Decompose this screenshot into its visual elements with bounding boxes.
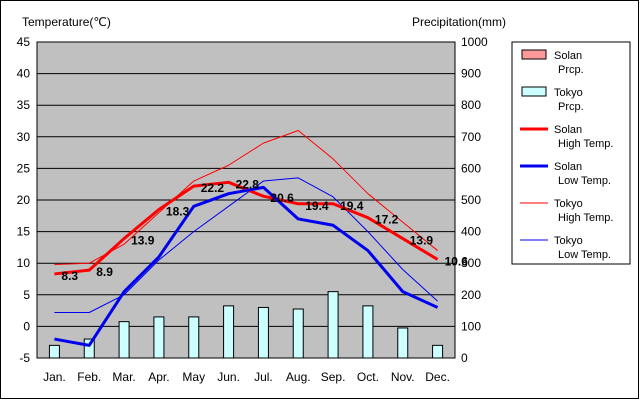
x-tick-label: Oct. [357,370,379,384]
data-label: 20.6 [270,191,294,205]
legend-label: Tokyo [554,235,583,247]
legend-label: Tokyo [554,198,583,210]
y-left-tick-label: 45 [17,35,31,49]
solan-low-temp-line [54,185,439,347]
data-label: 17.2 [375,213,399,227]
precip-bar [362,305,374,359]
legend-label: Low Temp. [558,175,611,187]
y-right-tick-label: 900 [461,67,481,81]
precip-bar [397,327,409,359]
precip-bar [257,306,269,359]
x-tick-label: Jan. [43,370,66,384]
x-tick-label: Dec. [425,370,450,384]
legend-label: Prcp. [558,101,584,113]
legend-item: Tokyo Prcp. [521,86,584,113]
x-tick-label: Mar. [112,370,135,384]
x-tick-label: May [182,370,205,384]
y-left-tick-label: 30 [17,130,31,144]
x-tick-label: Sep. [321,370,346,384]
y-right-tick-label: 200 [461,288,481,302]
data-label: 13.9 [131,234,155,248]
legend-label: High Temp. [558,138,613,150]
grid-lines [37,73,455,327]
x-tick-label: Jun. [217,370,240,384]
precip-bar [153,316,165,359]
y-left-tick-label: 0 [23,319,30,333]
legend-label: Prcp. [558,64,584,76]
y-right-tick-label: 300 [461,256,481,270]
x-tick-label: Feb. [77,370,101,384]
legend-item: Solan Prcp. [521,49,584,76]
legend-label: Low Temp. [558,249,611,261]
legend-item: Solan High Temp. [520,124,613,150]
data-label: 19.4 [340,199,364,213]
legend-label: Tokyo [554,87,583,99]
precip-bar [432,344,444,359]
legend-swatch [521,49,547,60]
data-label: 10.6 [445,254,469,268]
y-right-tick-label: 600 [461,161,481,175]
precip-bar [48,344,60,359]
y-left-tick-label: 40 [17,67,31,81]
precipitation-bars [48,291,444,359]
left-axis-title: Temperature(℃) [22,15,111,29]
y-left-tick-label: 35 [17,98,31,112]
y-left-tick-label: 5 [23,288,30,302]
right-axis-title: Precipitation(mm) [412,15,506,29]
tokyo-high-temp-line [54,129,438,265]
y-right-tick-label: 700 [461,130,481,144]
data-label: 8.3 [61,269,78,283]
precip-bar [188,316,200,359]
y-right-tick-label: 500 [461,193,481,207]
legend-label: Solan [554,161,582,173]
y-right-tick-label: 400 [461,225,481,239]
legend-label: Solan [554,50,582,62]
precip-bar [223,305,235,359]
legend-item: Tokyo High Temp. [520,198,613,224]
data-labels: 8.3 8.9 13.9 18.3 22.2 22.8 20.6 19.4 19.4 17.2 13… [61,177,468,283]
x-tick-label: Jul. [254,370,273,384]
y-left-tick-label: -5 [19,351,30,365]
legend-label: Solan [554,124,582,136]
legend-item: Tokyo Low Temp. [520,235,611,261]
temperature-lines [54,129,439,347]
precip-bar [292,308,304,359]
data-label: 22.2 [201,181,225,195]
tokyo-low-temp-line [54,177,438,313]
x-tick-label: Apr. [148,370,169,384]
data-label: 18.3 [166,204,190,218]
y-right-tick-label: 800 [461,98,481,112]
y-right-tick-label: 0 [461,351,468,365]
x-tick-label: Aug. [286,370,311,384]
precip-bar [118,321,130,359]
y-left-tick-label: 10 [17,256,31,270]
axes: 454035302520151050-510009008007006005004… [17,35,488,384]
legend-box [511,41,631,265]
data-label: 13.9 [410,234,434,248]
legend-swatch [521,86,547,97]
data-label: 19.4 [305,199,329,213]
precip-bar [83,338,95,359]
y-left-tick-label: 20 [17,193,31,207]
x-tick-label: Nov. [391,370,415,384]
precip-bar [327,291,339,359]
y-left-tick-label: 25 [17,161,31,175]
data-label: 8.9 [96,265,113,279]
data-label: 22.8 [236,177,260,191]
legend-label: High Temp. [558,212,613,224]
y-left-tick-label: 15 [17,225,31,239]
y-right-tick-label: 100 [461,319,481,333]
y-right-tick-label: 1000 [461,35,488,49]
legend-item: Solan Low Temp. [520,161,611,187]
